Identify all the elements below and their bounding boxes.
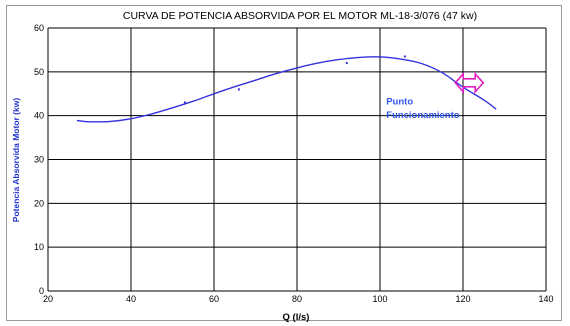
x-tick-label: 120 [455, 294, 470, 304]
power-curve-line [76, 56, 497, 123]
data-point [237, 88, 240, 91]
data-markers [183, 55, 406, 104]
y-axis-label: Potencia Absorvida Motor (kw) [11, 98, 21, 223]
operating-point-marker [454, 71, 485, 94]
y-tick-label: 20 [34, 198, 44, 208]
x-axis-label: Q (l/s) [283, 312, 310, 323]
y-tick-label: 0 [39, 286, 44, 296]
data-point [345, 62, 348, 65]
x-tick-label: 100 [372, 294, 387, 304]
x-tick-label: 20 [43, 294, 53, 304]
data-point [183, 101, 186, 104]
annotation-punto: Punto [386, 97, 413, 108]
chart-frame [6, 5, 562, 321]
y-tick-label: 60 [34, 23, 44, 33]
y-tick-label: 50 [34, 67, 44, 77]
data-point [403, 55, 406, 58]
chart-title: CURVA DE POTENCIA ABSORVIDA POR EL MOTOR… [123, 10, 477, 22]
y-tick-labels: 0 10 20 30 40 50 60 [34, 23, 44, 296]
x-tick-label: 60 [209, 294, 219, 304]
y-tick-label: 10 [34, 242, 44, 252]
x-tick-label: 40 [126, 294, 136, 304]
y-tick-label: 40 [34, 111, 44, 121]
x-tick-label: 140 [538, 294, 553, 304]
annotation-funcionamiento: Funcionamiento [386, 110, 460, 121]
x-tick-labels: 20 40 60 80 100 120 140 [43, 294, 554, 304]
y-tick-label: 30 [34, 155, 44, 165]
grid [47, 27, 547, 292]
x-tick-label: 80 [292, 294, 302, 304]
